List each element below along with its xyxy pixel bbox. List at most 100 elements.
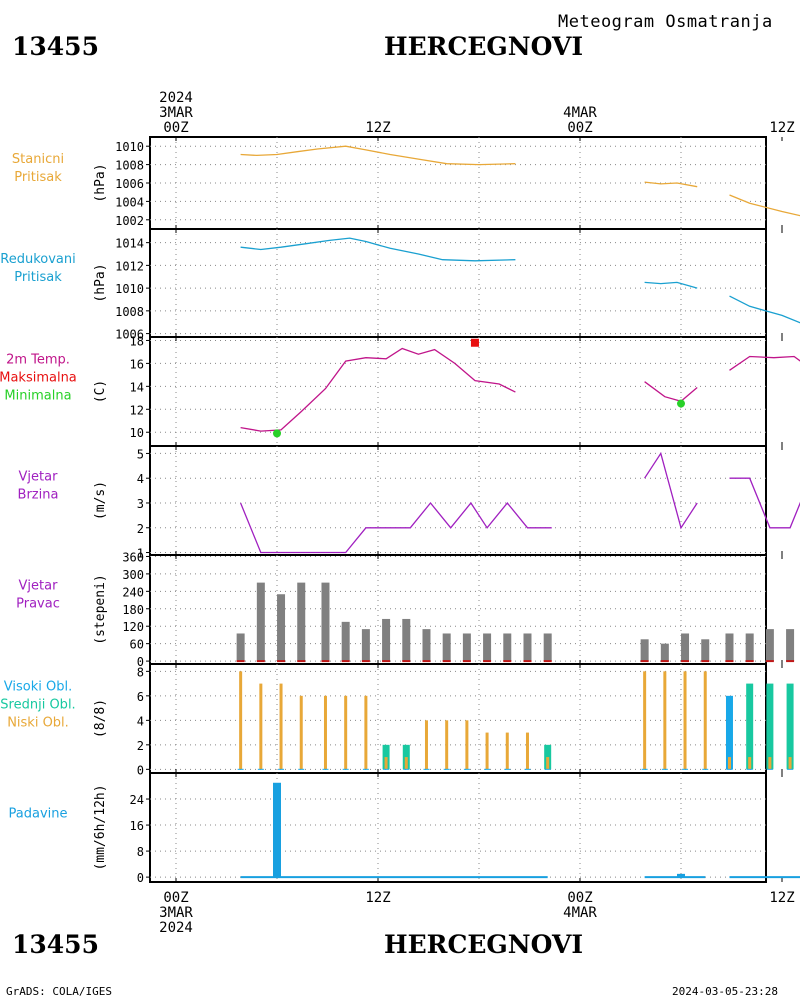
panel-frame — [149, 336, 767, 447]
cloud-low-bar — [323, 695, 327, 770]
direction-bar — [503, 633, 512, 662]
cloud-low-bar — [485, 732, 489, 770]
y-tick-label: 5 — [137, 447, 144, 461]
direction-bar — [422, 629, 431, 662]
panel-label: Pritisak — [14, 270, 62, 285]
series-line — [644, 451, 698, 530]
bottom-time-label: 12Z — [365, 890, 390, 906]
y-axis-label: (C) — [93, 380, 108, 403]
precip-bar — [677, 873, 685, 878]
y-tick-label: 8 — [137, 665, 144, 679]
y-tick-label: 1008 — [115, 159, 144, 173]
cloud-low-bar — [299, 695, 303, 770]
cloud-low-bar — [663, 671, 667, 770]
panel-label: Visoki Obl. — [4, 680, 72, 695]
series-line — [729, 295, 800, 324]
series-line — [240, 145, 516, 166]
station-name-top: HERCEGNOVI — [384, 32, 584, 61]
y-tick-label: 4 — [137, 472, 144, 486]
y-tick-label: 1004 — [115, 195, 144, 209]
y-tick-label: 240 — [122, 585, 144, 599]
panel-label: Redukovani — [0, 252, 75, 267]
cloud-low-bar — [727, 757, 731, 770]
cloud-high-bar — [725, 695, 733, 770]
cloud-mid-bar — [786, 683, 794, 770]
direction-bar — [786, 629, 795, 662]
tmax-marker — [470, 338, 479, 347]
bottom-time-label: 00Z — [567, 890, 592, 906]
panel-cloud_cover — [146, 663, 794, 774]
direction-bar — [402, 618, 411, 662]
direction-bar — [361, 629, 370, 662]
series-line — [729, 355, 800, 371]
direction-bar — [660, 643, 669, 662]
series-line — [240, 237, 516, 262]
y-tick-label: 360 — [122, 550, 144, 564]
panel-label: Srednji Obl. — [0, 698, 75, 713]
panel-label: 2m Temp. — [6, 353, 70, 368]
bottom-time-label: 00Z — [163, 890, 188, 906]
y-tick-label: 1014 — [115, 237, 144, 251]
y-axis-label: (stepeni) — [93, 574, 108, 644]
station-id-bottom: 13455 — [12, 930, 99, 959]
cloud-low-bar — [505, 732, 509, 770]
panel-label: Minimalna — [4, 389, 71, 404]
y-tick-label: 24 — [130, 793, 144, 807]
top-time-label: 4MAR — [563, 105, 597, 121]
panel-label: Padavine — [9, 807, 68, 822]
cloud-low-bar — [344, 695, 348, 770]
direction-bar — [681, 633, 690, 662]
panel-label: Brzina — [18, 488, 59, 503]
direction-bar — [341, 621, 350, 662]
series-line — [644, 281, 698, 289]
top-time-label: 00Z — [163, 120, 188, 136]
y-tick-label: 120 — [122, 620, 144, 634]
y-axis-label: (8/8) — [93, 699, 108, 738]
cloud-low-bar — [404, 757, 408, 770]
direction-bar — [442, 633, 451, 662]
top-time-label: 00Z — [567, 120, 592, 136]
panel-label: Vjetar — [19, 579, 59, 594]
y-tick-label: 180 — [122, 603, 144, 617]
cloud-low-bar — [424, 720, 428, 770]
credit: GrADS: COLA/IGES — [6, 985, 112, 998]
direction-bar — [543, 633, 552, 662]
cloud-low-bar — [546, 757, 550, 770]
cloud-low-bar — [445, 720, 449, 770]
cloud-low-bar — [643, 671, 647, 770]
series-line — [644, 181, 698, 188]
y-tick-label: 0 — [137, 871, 144, 885]
y-tick-label: 1010 — [115, 282, 144, 296]
y-tick-label: 4 — [137, 714, 144, 728]
bottom-time-label: 3MAR — [159, 905, 193, 921]
station-name-bottom: HERCEGNOVI — [384, 930, 584, 959]
y-tick-label: 2 — [137, 739, 144, 753]
y-tick-label: 3 — [137, 497, 144, 511]
direction-bar — [745, 633, 754, 662]
y-tick-label: 1010 — [115, 140, 144, 154]
panel-label: Niski Obl. — [7, 716, 69, 731]
tmin-marker — [677, 399, 685, 408]
cloud-low-bar — [364, 695, 368, 770]
bottom-time-label: 4MAR — [563, 905, 597, 921]
panel-precipitation — [146, 772, 800, 883]
panel-label: Maksimalna — [0, 371, 77, 386]
series-line — [644, 381, 698, 403]
panel-frame — [149, 663, 767, 774]
cloud-low-bar — [768, 757, 772, 770]
y-tick-label: 8 — [137, 845, 144, 859]
y-tick-label: 6 — [137, 690, 144, 704]
panel-wind_speed — [146, 445, 800, 556]
direction-bar — [640, 639, 649, 662]
cloud-low-bar — [683, 671, 687, 770]
panel-wind_direction — [146, 554, 795, 665]
direction-bar — [256, 582, 265, 662]
direction-bar — [321, 582, 330, 662]
panel-label: Pritisak — [14, 170, 62, 185]
direction-bar — [236, 633, 245, 662]
cloud-low-bar — [279, 683, 283, 770]
cloud-low-bar — [525, 732, 529, 770]
bottom-time-label: 2024 — [159, 920, 193, 936]
y-tick-label: 0 — [137, 763, 144, 777]
